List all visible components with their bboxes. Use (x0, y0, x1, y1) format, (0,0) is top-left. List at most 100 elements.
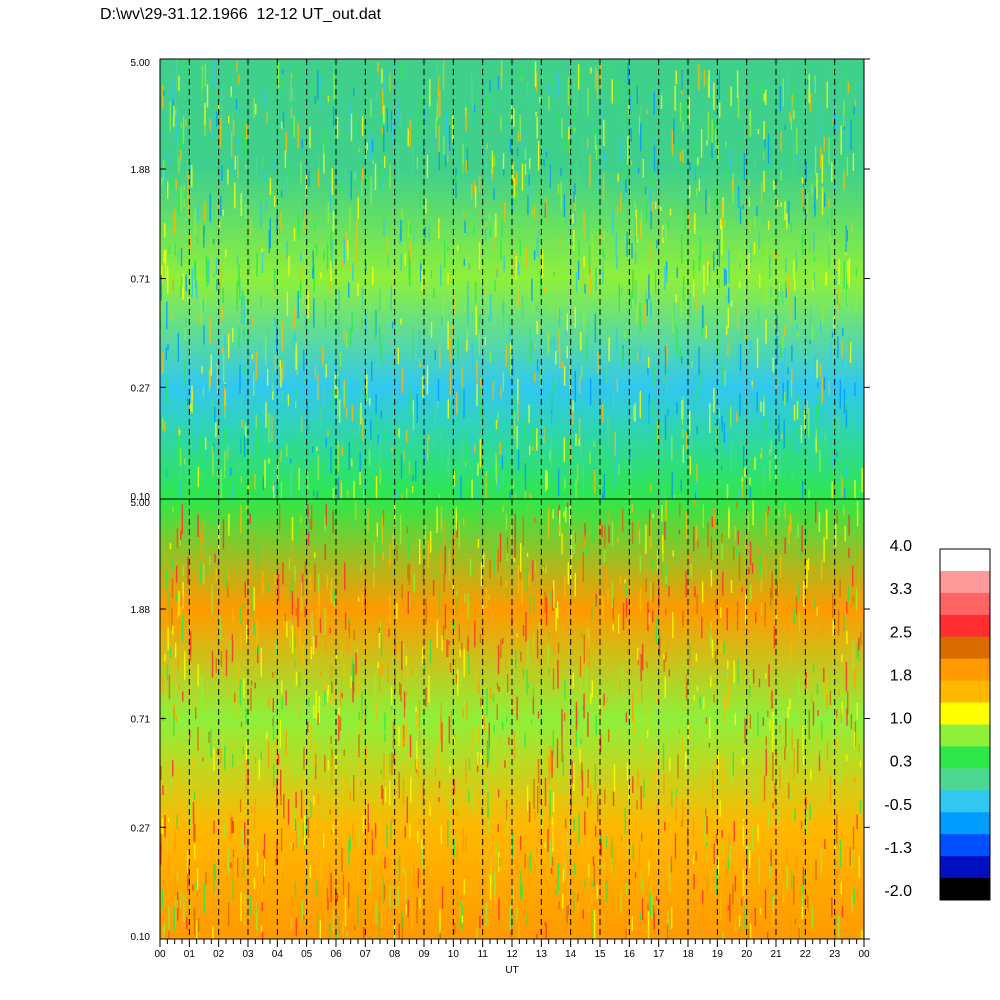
heatmap-cell (478, 242, 481, 270)
heatmap-cell (303, 815, 306, 846)
heatmap-cell (689, 293, 691, 321)
heatmap-cell (650, 876, 653, 889)
heatmap-cell (221, 306, 223, 321)
heatmap-cell (754, 217, 756, 227)
colorbar-label: 3.3 (890, 581, 912, 598)
heatmap-cell (199, 563, 202, 584)
heatmap-cell (786, 199, 789, 216)
heatmap-cell (244, 788, 247, 793)
colorbar-segment (940, 702, 990, 725)
heatmap-cell (314, 740, 316, 766)
heatmap-cell (320, 671, 322, 676)
heatmap-cell (263, 88, 266, 108)
heatmap-cell (612, 791, 615, 806)
heatmap-cell (172, 625, 174, 635)
heatmap-cell (439, 90, 441, 118)
heatmap-cell (469, 878, 472, 899)
heatmap-cell (821, 535, 824, 540)
heatmap-cell (176, 530, 179, 549)
heatmap-cell (466, 701, 468, 721)
heatmap-cell (369, 935, 371, 939)
heatmap-cell (216, 278, 218, 291)
heatmap-cell (400, 385, 402, 396)
heatmap-cell (652, 905, 655, 921)
heatmap-cell (521, 130, 523, 149)
heatmap-cell (286, 342, 289, 365)
heatmap-cell (368, 805, 370, 823)
heatmap-cell (675, 70, 677, 84)
heatmap-cell (828, 242, 830, 268)
heatmap-cell (454, 922, 456, 935)
heatmap-cell (424, 409, 426, 434)
heatmap-cell (379, 288, 381, 312)
heatmap-cell (493, 544, 495, 574)
heatmap-cell (313, 298, 315, 328)
heatmap-cell (849, 341, 852, 363)
heatmap-cell (549, 745, 552, 773)
heatmap-cell (249, 895, 252, 917)
heatmap-cell (626, 397, 629, 402)
heatmap-cell (854, 480, 856, 499)
heatmap-cell (748, 928, 750, 939)
heatmap-cell (575, 810, 577, 821)
heatmap-cell (295, 343, 297, 370)
heatmap-cell (859, 760, 862, 768)
heatmap-cell (241, 828, 244, 849)
heatmap-cell (232, 328, 234, 343)
heatmap-cell (168, 610, 170, 628)
heatmap-cell (733, 344, 735, 351)
heatmap-cell (429, 863, 432, 874)
colorbar-segment (940, 856, 990, 879)
heatmap-cell (506, 536, 509, 553)
heatmap-cell (438, 125, 440, 153)
heatmap-cell (716, 914, 719, 920)
heatmap-cell (752, 83, 754, 97)
heatmap-cell (395, 62, 397, 71)
heatmap-cell (203, 201, 206, 222)
heatmap-cell (754, 157, 756, 167)
heatmap-cell (747, 843, 749, 860)
heatmap-cell (245, 759, 248, 789)
heatmap-cell (563, 712, 566, 722)
heatmap-cell (419, 362, 421, 367)
heatmap-cell (386, 825, 388, 848)
heatmap-cell (356, 367, 359, 381)
heatmap-cell (528, 801, 531, 823)
heatmap-cell (354, 925, 356, 930)
heatmap-cell (306, 548, 309, 562)
heatmap-cell (824, 192, 826, 207)
heatmap-cell (764, 139, 766, 148)
heatmap-cell (801, 234, 804, 256)
heatmap-cell (648, 509, 651, 536)
heatmap-cell (681, 400, 683, 425)
heatmap-cell (307, 817, 310, 838)
heatmap-cell (484, 506, 487, 527)
heatmap-cell (389, 163, 391, 189)
heatmap-cell (568, 127, 570, 141)
heatmap-cell (828, 381, 830, 395)
heatmap-cell (759, 454, 762, 459)
heatmap-cell (815, 426, 817, 438)
heatmap-cell (525, 611, 527, 642)
heatmap-cell (303, 915, 305, 921)
heatmap-cell (209, 118, 211, 131)
heatmap-cell (275, 858, 277, 866)
heatmap-cell (231, 634, 234, 662)
heatmap-cell (308, 511, 310, 541)
heatmap-cell (379, 884, 381, 913)
heatmap-cell (406, 709, 408, 722)
heatmap-cell (273, 485, 275, 499)
heatmap-cell (446, 130, 449, 157)
heatmap-cell (665, 575, 667, 584)
heatmap-cell (847, 81, 850, 94)
heatmap-cell (572, 240, 574, 246)
heatmap-cell (453, 737, 455, 745)
heatmap-cell (497, 644, 500, 675)
heatmap-cell (439, 427, 441, 433)
heatmap-cell (326, 574, 329, 590)
heatmap-cell (188, 687, 190, 707)
heatmap-cell (734, 712, 736, 725)
heatmap-cell (540, 271, 542, 297)
heatmap-cell (392, 532, 394, 549)
heatmap-cell (381, 664, 383, 675)
